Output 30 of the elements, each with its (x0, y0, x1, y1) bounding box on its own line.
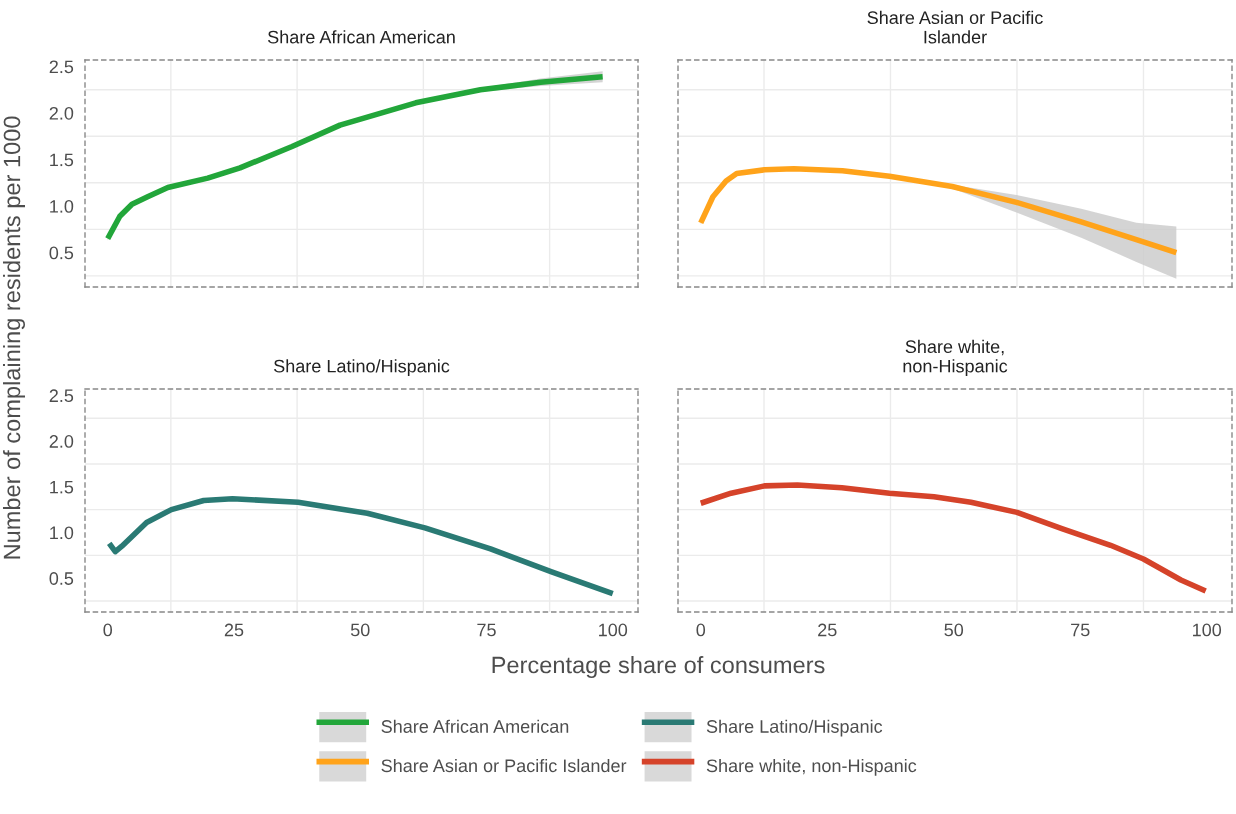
y-tick-label: 1.5 (50, 480, 74, 494)
x-tick-label: 25 (224, 623, 244, 637)
y-tick-label: 1.0 (50, 200, 74, 213)
chart-title: Share African American (267, 30, 455, 44)
x-tick-label: 50 (944, 623, 964, 637)
y-tick-label: 2.5 (49, 60, 74, 74)
y-tick-label: 1.5 (50, 153, 74, 167)
x-tick-label: 100 (599, 623, 628, 637)
y-axis-title: Number of complaining residents per 1000 (3, 116, 26, 559)
y-tick-label: 2.0 (49, 435, 74, 448)
y-tick-label: 2.0 (49, 106, 74, 120)
x-tick-label: 50 (350, 623, 370, 637)
y-tick-label: 2.5 (49, 389, 74, 403)
x-tick-label: 75 (477, 623, 496, 637)
x-tick-label: 0 (103, 623, 113, 637)
y-tick-label: 0.5 (49, 572, 74, 585)
x-tick-label: 75 (1071, 623, 1090, 637)
x-tick-label: 0 (696, 623, 706, 637)
chart-title: Share Asian or Pacific Islander (867, 10, 1043, 44)
chart-title: Share white, non-Hispanic (903, 339, 1008, 377)
y-tick-label: 0.5 (49, 246, 74, 260)
legend-label: Share Latino/Hispanic (706, 719, 883, 737)
legend-label: Share white, non-Hispanic (706, 758, 917, 776)
legend-label: Share Asian or Pacific Islander (381, 758, 627, 773)
x-tick-label: 100 (1193, 623, 1222, 637)
chart-title: Share Latino/Hispanic (274, 359, 450, 377)
x-axis-title: Percentage share of consumers (492, 655, 825, 679)
y-tick-label: 1.0 (50, 526, 74, 540)
legend-label: Share African American (381, 719, 569, 733)
x-tick-label: 25 (818, 623, 837, 637)
